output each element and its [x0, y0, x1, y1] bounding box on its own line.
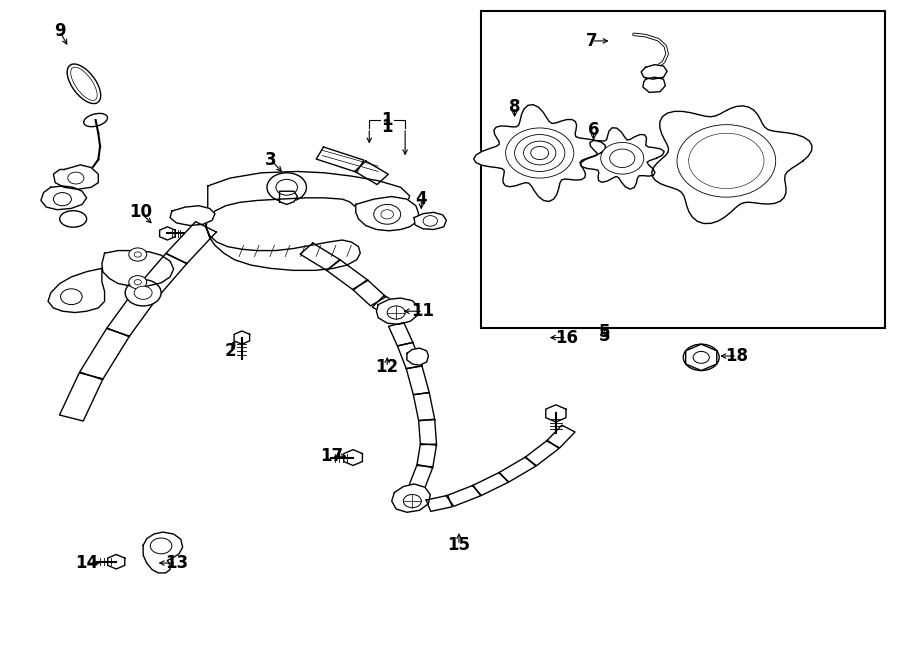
Text: 5: 5 [598, 323, 610, 342]
Text: 6: 6 [588, 121, 599, 139]
Text: 1: 1 [382, 118, 393, 136]
Polygon shape [59, 373, 103, 421]
Circle shape [423, 216, 437, 226]
Circle shape [53, 193, 71, 206]
Polygon shape [406, 366, 429, 395]
Circle shape [531, 146, 549, 160]
Text: 4: 4 [416, 190, 428, 208]
Text: 12: 12 [375, 358, 399, 376]
Circle shape [506, 128, 574, 178]
Polygon shape [80, 328, 130, 379]
Text: 8: 8 [508, 98, 520, 116]
Circle shape [125, 279, 161, 306]
Circle shape [129, 275, 147, 289]
Polygon shape [525, 440, 559, 465]
Polygon shape [102, 251, 174, 286]
Polygon shape [446, 485, 481, 506]
Circle shape [515, 134, 565, 171]
Circle shape [150, 538, 172, 554]
Polygon shape [641, 65, 667, 79]
Text: 9: 9 [54, 22, 66, 40]
Polygon shape [300, 243, 339, 271]
Polygon shape [398, 342, 422, 369]
Polygon shape [48, 268, 104, 312]
Circle shape [60, 289, 82, 305]
Polygon shape [414, 213, 446, 230]
Polygon shape [356, 197, 418, 231]
Polygon shape [545, 405, 566, 422]
Circle shape [68, 172, 84, 184]
Polygon shape [427, 495, 453, 511]
Text: 7: 7 [586, 32, 598, 50]
Circle shape [403, 495, 421, 508]
Polygon shape [280, 191, 298, 205]
Circle shape [374, 205, 400, 224]
Polygon shape [327, 260, 367, 290]
Circle shape [677, 124, 776, 197]
Circle shape [134, 279, 141, 285]
Circle shape [381, 210, 393, 219]
Text: 14: 14 [75, 554, 98, 572]
Text: 3: 3 [265, 150, 276, 169]
Polygon shape [316, 147, 364, 172]
Polygon shape [206, 171, 410, 270]
Polygon shape [580, 128, 664, 189]
Polygon shape [108, 555, 125, 569]
Polygon shape [234, 331, 249, 344]
Polygon shape [344, 449, 363, 465]
Text: 1: 1 [382, 111, 393, 129]
Ellipse shape [84, 113, 107, 126]
Polygon shape [136, 254, 187, 298]
Text: 13: 13 [165, 554, 188, 572]
Polygon shape [53, 165, 98, 189]
Polygon shape [417, 444, 436, 467]
Circle shape [267, 173, 306, 202]
Text: 17: 17 [320, 448, 343, 465]
Text: 15: 15 [447, 536, 471, 554]
Polygon shape [376, 298, 418, 324]
Polygon shape [392, 484, 430, 512]
Circle shape [609, 149, 634, 167]
Text: 18: 18 [725, 347, 749, 365]
Bar [482, 11, 886, 328]
Circle shape [600, 142, 644, 174]
Text: 2: 2 [224, 342, 236, 359]
Circle shape [387, 306, 405, 319]
Polygon shape [472, 473, 508, 495]
Polygon shape [473, 105, 606, 201]
Circle shape [524, 141, 556, 165]
Circle shape [688, 133, 764, 189]
Polygon shape [408, 465, 433, 491]
Polygon shape [652, 106, 812, 224]
Circle shape [698, 140, 755, 182]
Circle shape [276, 179, 298, 195]
Polygon shape [499, 457, 536, 482]
Polygon shape [143, 532, 183, 573]
Circle shape [683, 344, 719, 371]
Text: 5: 5 [598, 327, 610, 346]
Polygon shape [643, 77, 665, 93]
Ellipse shape [68, 64, 101, 103]
Polygon shape [413, 393, 435, 421]
Circle shape [134, 286, 152, 299]
Polygon shape [159, 227, 176, 240]
Circle shape [693, 352, 709, 363]
Polygon shape [418, 420, 436, 445]
Text: 16: 16 [555, 328, 578, 347]
Circle shape [129, 248, 147, 261]
Polygon shape [407, 348, 428, 365]
Polygon shape [373, 295, 402, 317]
Polygon shape [546, 425, 575, 448]
Polygon shape [166, 222, 216, 263]
Polygon shape [353, 280, 386, 306]
Text: 10: 10 [129, 203, 152, 221]
Polygon shape [355, 161, 388, 185]
Polygon shape [389, 322, 413, 346]
Circle shape [134, 252, 141, 257]
Text: 11: 11 [411, 303, 435, 320]
Polygon shape [40, 186, 86, 210]
Polygon shape [170, 206, 215, 226]
Polygon shape [107, 289, 158, 337]
Ellipse shape [71, 67, 97, 101]
